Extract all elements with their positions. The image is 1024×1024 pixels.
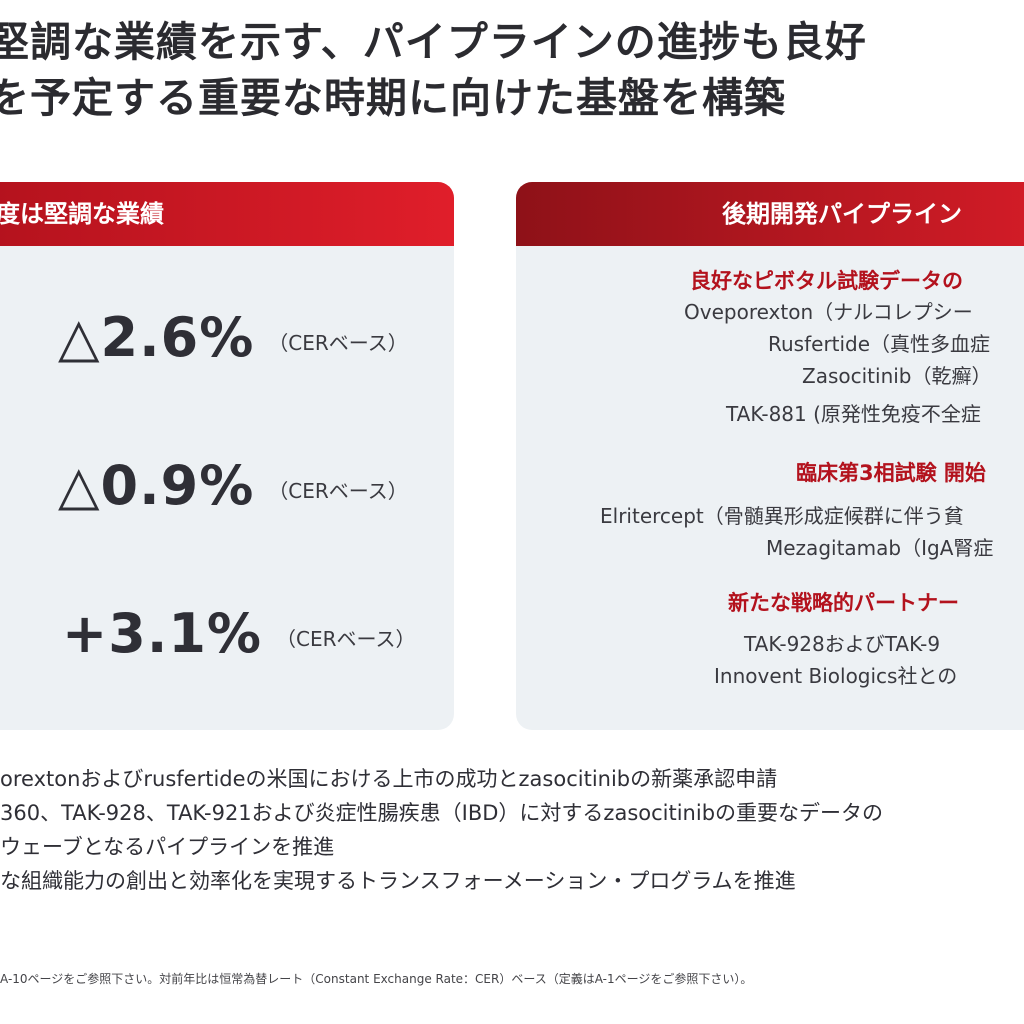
metric-3-value: +3.1% [62, 602, 263, 665]
pipeline-item: Rusfertide（真性多血症 [768, 332, 991, 356]
pivotal-data-section: 良好なピボタル試験データの Oveporexton（ナルコレプシー Rusfer… [516, 266, 1024, 430]
pipeline-item: Oveporexton（ナルコレプシー [684, 300, 973, 324]
pipeline-item: Zasocitinib（乾癬） [802, 364, 992, 388]
metric-2-suffix: （CERベース） [268, 479, 408, 503]
title-line-1: 堅調な業績を示す、パイプラインの進捗も良好 [0, 18, 867, 66]
pipeline-panel-header: 後期開発パイプライン [516, 182, 1024, 246]
slide-title: 堅調な業績を示す、パイプラインの進捗も良好 を予定する重要な時期に向けた基盤を構… [0, 14, 1024, 126]
performance-panel-header: 度は堅調な業績 [0, 182, 454, 246]
bullet-item: 360、TAK-928、TAK-921および炎症性腸疾患（IBD）に対するzas… [0, 801, 884, 825]
pipeline-item: Elritercept（骨髄異形成症候群に伴う貧 [600, 504, 964, 528]
metric-2: △0.9% （CERベース） [0, 454, 454, 517]
metric-1-value: △2.6% [58, 306, 255, 369]
phase3-items: Elritercept（骨髄異形成症候群に伴う貧 Mezagitamab（IgA… [516, 500, 1024, 564]
pipeline-item: Mezagitamab（IgA腎症 [766, 536, 994, 560]
bullet-item: ウェーブとなるパイプラインを推進 [0, 835, 335, 859]
metric-1: △2.6% （CERベース） [0, 306, 454, 369]
metric-2-value: △0.9% [58, 454, 255, 517]
phase3-section: 臨床第3相試験 開始 [516, 458, 1024, 488]
section-title: 良好なピボタル試験データの [690, 269, 963, 293]
footnote: A-10ページをご参照下さい。対前年比は恒常為替レート（Constant Exc… [0, 972, 753, 986]
performance-panel: 度は堅調な業績 △2.6% （CERベース） △0.9% （CERベース） +3.1… [0, 182, 454, 730]
pipeline-item: Innovent Biologics社との [714, 664, 958, 688]
metric-1-suffix: （CERベース） [268, 331, 408, 355]
metric-3-suffix: （CERベース） [276, 627, 416, 651]
partnership-items: TAK-928およびTAK-9 Innovent Biologics社との [516, 628, 1024, 692]
bullet-item: な組織能力の創出と効率化を実現するトランスフォーメーション・プログラムを推進 [0, 869, 796, 893]
partnership-section: 新たな戦略的パートナー [516, 588, 1024, 618]
bullet-list: orextonおよびrusfertideの米国における上市の成功とzasocit… [0, 762, 1024, 898]
pipeline-item: TAK-928およびTAK-9 [744, 632, 941, 656]
bullet-item: orextonおよびrusfertideの米国における上市の成功とzasocit… [0, 767, 778, 791]
section-title: 新たな戦略的パートナー [728, 591, 959, 615]
pipeline-item: TAK-881 (原発性免疫不全症 [726, 402, 981, 426]
section-title: 臨床第3相試験 開始 [796, 461, 986, 485]
metric-3: +3.1% （CERベース） [0, 602, 454, 665]
pipeline-panel: 後期開発パイプライン 良好なピボタル試験データの Oveporexton（ナルコ… [516, 182, 1024, 730]
title-line-2: を予定する重要な時期に向けた基盤を構築 [0, 74, 786, 122]
